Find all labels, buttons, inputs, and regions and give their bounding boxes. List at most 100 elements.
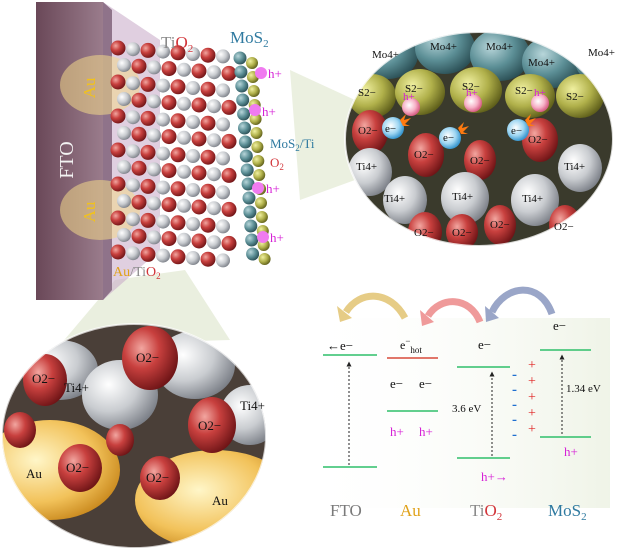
o-ion [200,183,216,199]
ti-label: Ti4+ [356,161,377,173]
electron-label: e− [511,125,522,137]
o-ion [110,74,126,90]
o-label: O2− [490,219,510,231]
o2-label: O2 [270,155,284,172]
mo-label: Mo4+ [528,57,555,69]
ti-ion [441,172,489,224]
minus-sign: - [512,382,517,398]
o-ion [161,95,177,111]
mo-ion [470,32,530,81]
tio2-hole-label: h+→ [481,469,508,484]
au-tio2-label: Au/TiO2 [113,265,161,281]
hole-label: h+ [403,91,415,103]
mo-label: Mo4+ [430,41,457,53]
o-ion [191,97,207,113]
o-label: O2− [414,227,434,239]
ti-ion [126,110,140,125]
ti-ion [558,144,602,192]
ti-ion [216,117,230,132]
ti-ion [177,96,191,111]
hole-label: h+ [534,87,546,99]
o-ion [221,65,237,81]
o-ion [191,63,207,79]
plus-sign: + [528,374,536,389]
ti-ion [156,248,170,263]
ti-ion [207,65,221,80]
o-ion [191,233,207,249]
o-ion [161,129,177,145]
o-ion [140,456,180,500]
o-ion [522,118,558,162]
o-ion [140,144,156,160]
device-schematic [36,2,355,345]
zoom-bl-labels: O2− O2− O2− O2− O2− Ti4+ Ti4+ Au Au [26,350,265,508]
ti-ion [156,146,170,161]
mo-ion [238,135,252,149]
schematic-hole-label: h+ [268,66,282,81]
ti-ion [156,180,170,195]
ti-ion [156,78,170,93]
minus-sign: - [512,367,517,383]
o-ion [110,108,126,124]
s-label: S2− [358,87,376,99]
o-ion [131,194,147,210]
ti-ion [207,201,221,216]
mo-ion [236,93,250,107]
tio2-electron-label: e− [478,337,491,352]
ti-ion [147,196,161,211]
ti-label: Ti4+ [564,161,585,173]
mo-label: Mo4+ [486,41,513,53]
au-label: Au [212,493,228,508]
au-electron-label: e− [419,376,432,391]
transfer-arrow-tio2-to-au [425,298,484,324]
hole-dot [257,231,269,243]
ti-ion [147,230,161,245]
ti-ion [186,47,200,61]
ti-ion [348,148,392,196]
ti-ion [186,217,200,231]
o-ion [161,231,177,247]
hole-sphere [464,94,482,112]
mo-ion [246,247,260,261]
zoom-frame-bottom-left [1,323,267,549]
spark-icon [458,122,469,134]
transfer-arrow-mos2-to-tio2 [488,286,556,316]
ti-ion [186,81,200,95]
ti-ion [156,44,170,59]
mo-ion [240,163,254,177]
ti-ion [216,253,230,268]
s-ion [246,57,258,69]
au-hot-electron-label: e−hot [400,336,422,355]
ti-label: Ti4+ [384,193,405,205]
ti-ion [186,251,200,265]
ti-ion [126,246,140,261]
o-ion [221,167,237,183]
s-label: S2− [405,83,423,95]
ti-ion [126,144,140,159]
o-ion [464,140,496,180]
s-ion [249,113,262,125]
au-hole-label: h+ [419,424,433,439]
ti-label: Ti4+ [240,398,265,413]
o-ion [170,113,186,129]
electron-sphere [439,127,461,149]
minus-sign: - [512,427,517,443]
o-ion [408,133,444,177]
ti-ion [117,194,131,208]
o-label: O2− [554,221,574,233]
ti-ion [186,115,200,129]
o-ion [106,424,134,456]
o-ion [191,199,207,215]
o-ion [140,178,156,194]
o-label: O2− [136,350,159,365]
ti-ion [126,42,140,57]
schematic-hole-label: h+ [266,181,280,196]
ti-ion [177,232,191,247]
electron-sphere [507,119,529,141]
plus-sign: + [528,422,536,437]
o-ion [23,354,67,406]
o-ion [110,176,126,192]
hole-dot [249,104,261,116]
transfer-arrow-au-to-fto [343,292,409,320]
mos2-electron-label: e− [553,318,566,333]
